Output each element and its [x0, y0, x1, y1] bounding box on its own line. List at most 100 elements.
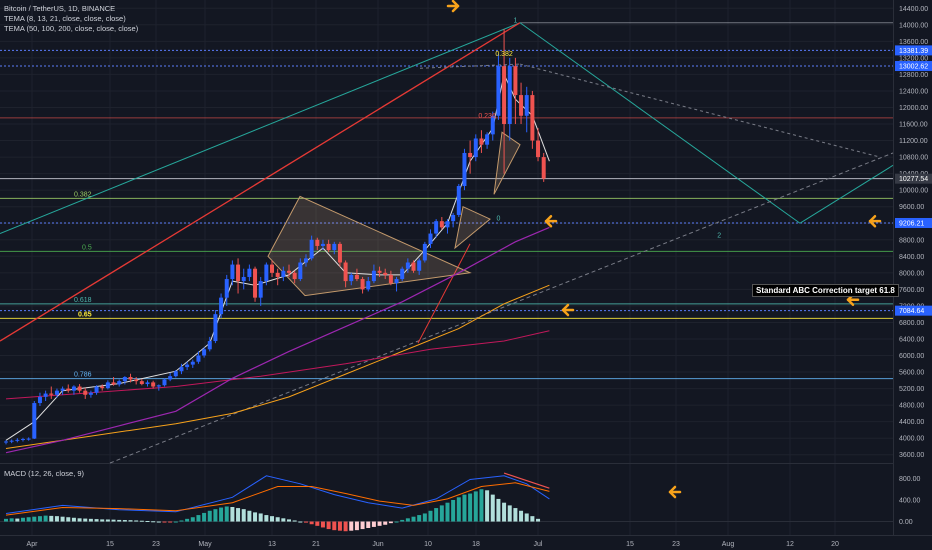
price-axis[interactable]: 14400.00 14000.00 13600.00 13200.00 12800.00… [895, 6, 932, 526]
candle-body[interactable] [185, 364, 190, 368]
candle-body[interactable] [530, 95, 535, 141]
macd-histogram-bar[interactable] [445, 502, 450, 522]
candle[interactable] [162, 378, 167, 387]
candle-body[interactable] [20, 439, 25, 441]
candle-body[interactable] [213, 314, 218, 342]
candle-body[interactable] [485, 134, 490, 145]
candle[interactable] [230, 260, 235, 286]
macd-histogram-bar[interactable] [377, 521, 382, 526]
price-tag[interactable]: 13381.39 [895, 45, 932, 56]
candle-body[interactable] [139, 381, 144, 385]
candle[interactable] [405, 258, 410, 273]
candle[interactable] [298, 258, 303, 282]
macd-histogram-bar[interactable] [309, 521, 314, 525]
macd-divergence-line[interactable] [503, 472, 550, 489]
candle-body[interactable] [417, 260, 422, 271]
candle-body[interactable] [15, 439, 20, 441]
tema-fast-legend[interactable]: TEMA (8, 13, 21, close, close, close) [4, 14, 126, 23]
candle[interactable] [134, 377, 139, 385]
macd-histogram-bar[interactable] [462, 494, 467, 522]
candle-body[interactable] [190, 361, 195, 365]
candle-body[interactable] [230, 264, 235, 280]
macd-histogram-bar[interactable] [519, 510, 524, 522]
candle[interactable] [530, 90, 535, 149]
macd-histogram-bar[interactable] [247, 510, 252, 522]
candle[interactable] [383, 268, 388, 280]
macd-histogram-bar[interactable] [270, 516, 275, 522]
macd-histogram-bar[interactable] [530, 516, 535, 522]
candle-body[interactable] [337, 243, 342, 263]
candle-body[interactable] [405, 262, 410, 269]
macd-histogram-bar[interactable] [281, 518, 286, 522]
candle[interactable] [145, 380, 150, 387]
candle-body[interactable] [4, 441, 8, 443]
candle-body[interactable] [100, 386, 105, 389]
candle[interactable] [536, 128, 541, 162]
time-axis[interactable]: Apr 15 23 May 13 21 Jun 10 18 Jul 15 23 Aug 12 20 [27, 541, 839, 548]
macd-histogram-bar[interactable] [326, 521, 331, 530]
candle-body[interactable] [196, 355, 201, 362]
candle-body[interactable] [94, 386, 99, 393]
candle[interactable] [468, 140, 473, 174]
macd-histogram-bar[interactable] [434, 508, 439, 522]
macd-histogram-bar[interactable] [15, 518, 20, 522]
candle[interactable] [236, 258, 241, 294]
arrow-markers[interactable] [446, 0, 882, 499]
macd-histogram-bar[interactable] [224, 506, 229, 522]
candle[interactable] [202, 347, 207, 358]
candle[interactable] [270, 260, 275, 277]
macd-histogram-bar[interactable] [400, 519, 405, 522]
macd-histogram-bar[interactable] [496, 498, 501, 522]
dotted-projection[interactable] [519, 63, 881, 158]
candle-body[interactable] [496, 66, 501, 116]
candle[interactable] [258, 276, 263, 306]
trend-line-red[interactable] [0, 22, 521, 342]
candle[interactable] [224, 274, 229, 306]
candle-body[interactable] [411, 262, 416, 271]
macd-histogram-bar[interactable] [292, 520, 297, 522]
candle[interactable] [66, 384, 71, 393]
candle-body[interactable] [117, 381, 122, 385]
candle[interactable] [445, 219, 450, 234]
candle-body[interactable] [128, 377, 133, 380]
candle-body[interactable] [88, 392, 93, 395]
candle-body[interactable] [264, 264, 269, 282]
macd-histogram-bar[interactable] [383, 521, 388, 525]
candle[interactable] [485, 132, 490, 149]
price-tag[interactable]: 9206.21 [895, 217, 932, 228]
candle-body[interactable] [105, 382, 110, 389]
macd-histogram-bar[interactable] [287, 519, 291, 522]
price-tag[interactable]: 10277.54 [895, 173, 932, 184]
candle[interactable] [496, 53, 501, 120]
candle[interactable] [207, 336, 212, 352]
macd-histogram-bar[interactable] [100, 519, 105, 522]
candle-body[interactable] [287, 270, 291, 273]
macd-histogram-bar[interactable] [275, 517, 280, 522]
macd-histogram-bar[interactable] [151, 521, 156, 523]
candle[interactable] [490, 111, 495, 141]
candle[interactable] [139, 379, 144, 386]
candle[interactable] [185, 361, 190, 370]
price-tag[interactable]: 13002.62 [895, 61, 932, 72]
macd-histogram-bar[interactable] [479, 489, 484, 522]
candle-body[interactable] [247, 268, 252, 277]
candle[interactable] [4, 440, 8, 445]
candle-body[interactable] [343, 262, 348, 282]
macd-histogram-bar[interactable] [49, 515, 54, 522]
macd-histogram-bar[interactable] [468, 493, 473, 522]
macd-histogram-bar[interactable] [43, 515, 48, 522]
macd-histogram-bar[interactable] [32, 516, 37, 522]
macd-histogram-bar[interactable] [360, 521, 365, 530]
macd-histogram-bar[interactable] [417, 515, 422, 522]
candle-body[interactable] [320, 243, 325, 246]
candle-body[interactable] [281, 270, 286, 277]
candle-body[interactable] [513, 66, 518, 96]
macd-histogram-bar[interactable] [145, 521, 150, 522]
candle[interactable] [247, 264, 252, 282]
candle[interactable] [151, 380, 156, 389]
macd-histogram-bar[interactable] [264, 515, 269, 522]
small-red-line[interactable] [417, 243, 471, 344]
candle[interactable] [439, 217, 444, 230]
macd-histogram-bar[interactable] [117, 519, 122, 522]
candle[interactable] [292, 270, 297, 284]
